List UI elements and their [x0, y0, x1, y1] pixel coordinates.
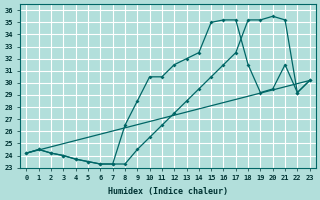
X-axis label: Humidex (Indice chaleur): Humidex (Indice chaleur) [108, 187, 228, 196]
